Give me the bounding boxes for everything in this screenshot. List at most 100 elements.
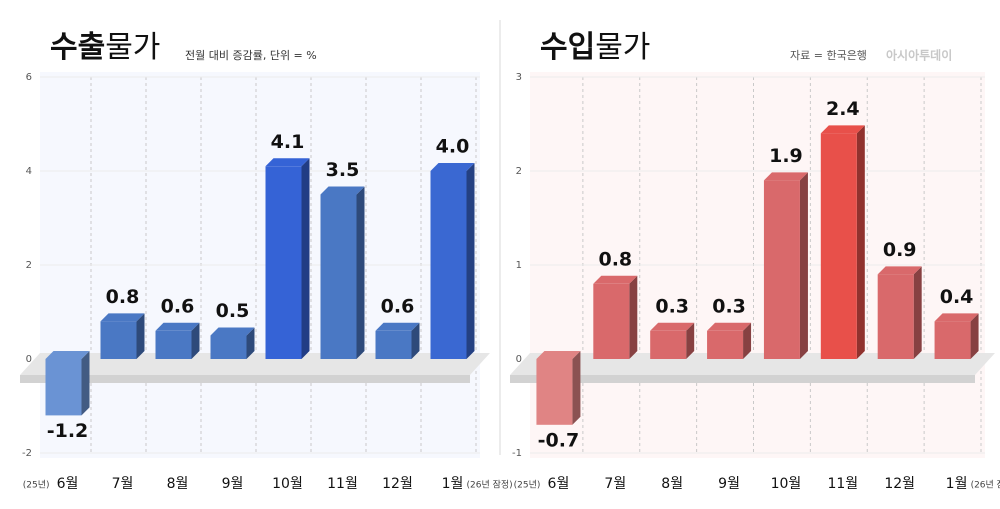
y-tick-label: 4 xyxy=(26,166,32,177)
bar-side xyxy=(856,125,865,360)
value-label: 0.4 xyxy=(940,286,974,308)
value-label: 0.8 xyxy=(106,286,140,308)
title-bold: 수출 xyxy=(50,30,105,65)
bar xyxy=(707,330,744,359)
bar-top xyxy=(650,322,695,331)
x-tick-label: 6월 xyxy=(57,476,79,492)
value-label: 2.4 xyxy=(826,98,860,120)
bar-side xyxy=(356,186,365,359)
category-note: (26년 잠정) xyxy=(971,480,1000,491)
value-label: -0.7 xyxy=(538,429,580,451)
value-label: 1.9 xyxy=(769,145,803,167)
bar-top xyxy=(265,158,310,167)
bar xyxy=(934,321,971,359)
bar-top xyxy=(320,186,365,195)
x-tick-label: 9월 xyxy=(718,476,740,492)
x-tick-label: 1월 xyxy=(946,476,968,492)
y-tick-label: -2 xyxy=(22,448,32,459)
bar-side xyxy=(301,158,310,359)
bar-top xyxy=(593,275,638,284)
y-tick-label: 2 xyxy=(26,260,32,271)
bar xyxy=(100,321,137,359)
value-label: 4.1 xyxy=(271,131,305,153)
bar-top xyxy=(100,313,145,322)
floor-top xyxy=(20,353,490,375)
bar-side xyxy=(686,322,695,359)
category-note: (25년) xyxy=(23,480,50,491)
bar-side xyxy=(81,351,90,416)
x-tick-label: 8월 xyxy=(167,476,189,492)
bar xyxy=(650,330,687,359)
watermark: 아시아투데이 xyxy=(886,48,952,63)
bar-side xyxy=(246,327,255,359)
value-label: 0.8 xyxy=(598,248,632,270)
bar xyxy=(210,335,247,359)
value-label: 0.5 xyxy=(216,300,250,322)
y-tick-label: 1 xyxy=(516,260,522,271)
y-tick-label: 3 xyxy=(516,72,522,83)
bar-side xyxy=(191,322,200,359)
source: 자료 = 한국은행 xyxy=(790,49,867,62)
x-tick-label: 12월 xyxy=(884,476,915,492)
y-tick-label: 2 xyxy=(516,166,522,177)
value-label: 3.5 xyxy=(326,159,360,181)
bar-top xyxy=(45,351,90,359)
x-tick-label: 11월 xyxy=(827,476,858,492)
x-tick-label: 7월 xyxy=(604,476,626,492)
bar xyxy=(877,274,914,359)
bar xyxy=(763,180,800,359)
bar xyxy=(375,330,412,359)
bar xyxy=(45,359,82,416)
bar-side xyxy=(913,266,922,359)
value-label: -1.2 xyxy=(47,420,89,442)
x-tick-label: 1월 xyxy=(442,476,464,492)
x-tick-label: 8월 xyxy=(661,476,683,492)
y-tick-label: 0 xyxy=(516,354,522,365)
bar-top xyxy=(210,327,255,336)
x-tick-label: 12월 xyxy=(382,476,413,492)
chart-title: 수출물가 xyxy=(50,30,160,65)
bar-top xyxy=(820,125,865,134)
bar xyxy=(265,166,302,359)
title-rest: 물가 xyxy=(595,30,650,65)
bar-top xyxy=(763,172,808,181)
subtitle: 전월 대비 증감률, 단위 = % xyxy=(185,49,317,62)
floor-front xyxy=(20,375,470,383)
bar-side xyxy=(970,313,979,359)
bar-top xyxy=(877,266,922,275)
title-rest: 물가 xyxy=(105,30,160,65)
bar-top xyxy=(375,322,420,331)
bar xyxy=(593,283,630,359)
value-label: 0.6 xyxy=(161,295,195,317)
bar-side xyxy=(466,163,475,359)
x-tick-label: 9월 xyxy=(222,476,244,492)
x-tick-label: 7월 xyxy=(112,476,134,492)
bar-top xyxy=(430,163,475,171)
value-label: 4.0 xyxy=(436,136,470,158)
x-tick-label: 10월 xyxy=(272,476,303,492)
bar-top xyxy=(536,351,581,359)
bar-side xyxy=(411,322,420,359)
value-label: 0.9 xyxy=(883,239,917,261)
bar-top xyxy=(934,313,979,322)
floor-front xyxy=(510,375,975,383)
bar xyxy=(320,194,357,359)
value-label: 0.6 xyxy=(381,295,415,317)
x-tick-label: 6월 xyxy=(548,476,570,492)
bar-side xyxy=(743,322,752,359)
value-label: 0.3 xyxy=(655,295,689,317)
bar xyxy=(820,133,857,359)
value-label: 0.3 xyxy=(712,295,746,317)
bar-top xyxy=(155,322,200,331)
x-tick-label: 10월 xyxy=(771,476,802,492)
bar-side xyxy=(799,172,808,359)
x-tick-label: 11월 xyxy=(327,476,358,492)
chart-title: 수입물가 xyxy=(540,30,650,65)
bar-top xyxy=(707,322,752,331)
title-bold: 수입 xyxy=(540,30,595,65)
category-note: (26년 잠정) xyxy=(467,480,513,491)
bar-side xyxy=(572,351,581,425)
y-tick-label: 6 xyxy=(26,72,32,83)
bar-side xyxy=(136,313,145,359)
bar xyxy=(430,171,467,359)
